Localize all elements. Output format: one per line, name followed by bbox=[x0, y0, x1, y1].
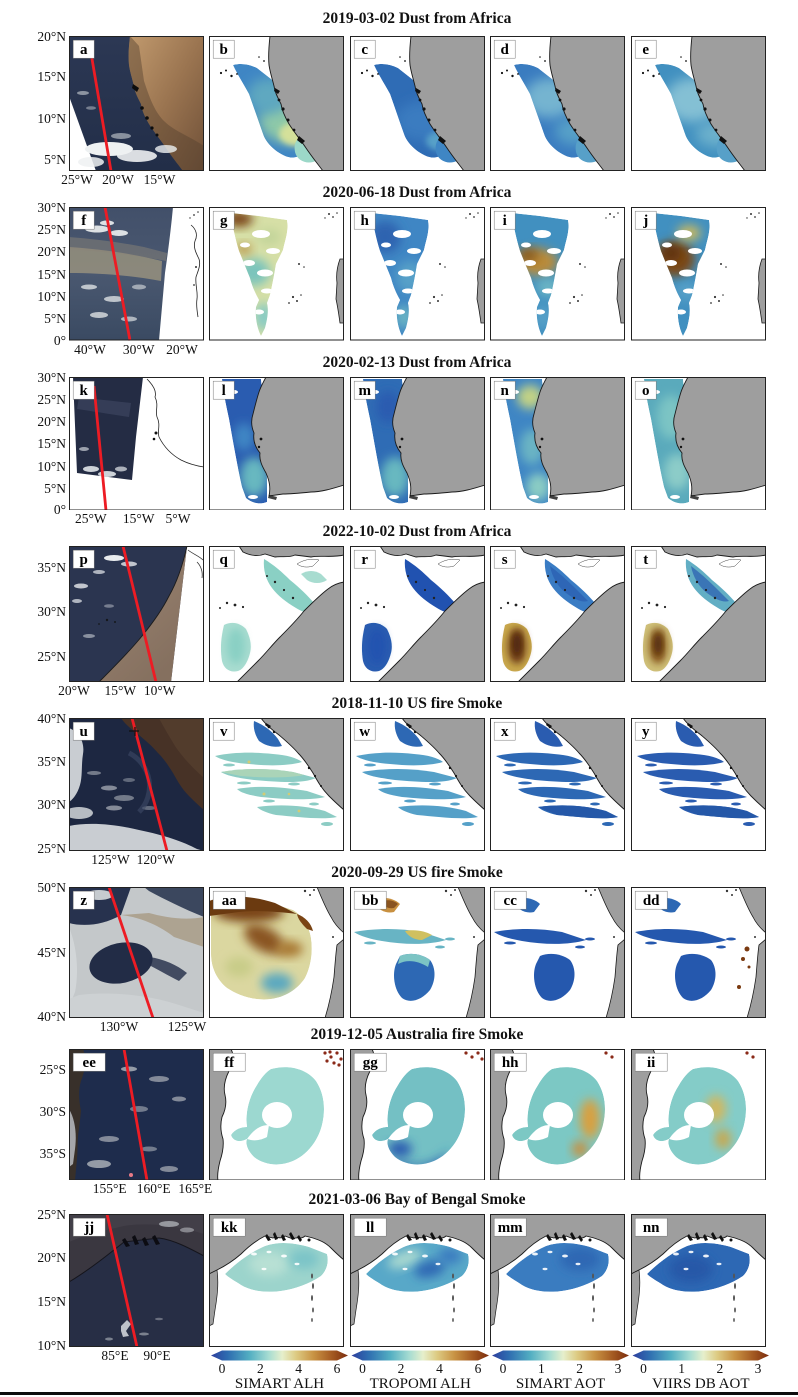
svg-text:ll: ll bbox=[366, 1220, 374, 1236]
svg-text:q: q bbox=[220, 552, 229, 568]
svg-text:u: u bbox=[80, 724, 88, 740]
svg-text:m: m bbox=[358, 383, 371, 399]
svg-text:aa: aa bbox=[222, 893, 238, 909]
svg-text:g: g bbox=[220, 213, 228, 229]
svg-text:i: i bbox=[503, 213, 507, 229]
svg-text:gg: gg bbox=[362, 1055, 378, 1071]
svg-text:e: e bbox=[642, 42, 649, 58]
svg-text:a: a bbox=[80, 42, 88, 58]
svg-text:w: w bbox=[359, 724, 370, 740]
svg-text:dd: dd bbox=[642, 893, 659, 909]
svg-text:l: l bbox=[222, 383, 226, 399]
svg-text:bb: bb bbox=[361, 893, 378, 909]
svg-text:mm: mm bbox=[498, 1220, 523, 1236]
svg-text:k: k bbox=[80, 383, 89, 399]
svg-text:n: n bbox=[501, 383, 510, 399]
svg-text:v: v bbox=[220, 724, 228, 740]
svg-text:ff: ff bbox=[224, 1055, 235, 1071]
svg-text:ii: ii bbox=[647, 1055, 655, 1071]
svg-text:y: y bbox=[641, 724, 649, 740]
svg-text:d: d bbox=[501, 42, 510, 58]
svg-text:b: b bbox=[220, 42, 228, 58]
svg-text:r: r bbox=[361, 552, 368, 568]
svg-text:nn: nn bbox=[642, 1220, 659, 1236]
svg-text:j: j bbox=[642, 213, 648, 229]
svg-text:z: z bbox=[80, 893, 87, 909]
svg-text:f: f bbox=[81, 213, 87, 229]
svg-text:s: s bbox=[502, 552, 508, 568]
svg-text:kk: kk bbox=[221, 1220, 238, 1236]
svg-text:ee: ee bbox=[83, 1055, 97, 1071]
svg-text:o: o bbox=[641, 383, 649, 399]
svg-text:c: c bbox=[361, 42, 368, 58]
svg-text:hh: hh bbox=[502, 1055, 519, 1071]
svg-text:t: t bbox=[643, 552, 648, 568]
svg-text:p: p bbox=[80, 552, 88, 568]
svg-text:h: h bbox=[360, 213, 369, 229]
svg-text:jj: jj bbox=[83, 1220, 94, 1236]
svg-text:x: x bbox=[501, 724, 509, 740]
svg-text:cc: cc bbox=[504, 893, 518, 909]
